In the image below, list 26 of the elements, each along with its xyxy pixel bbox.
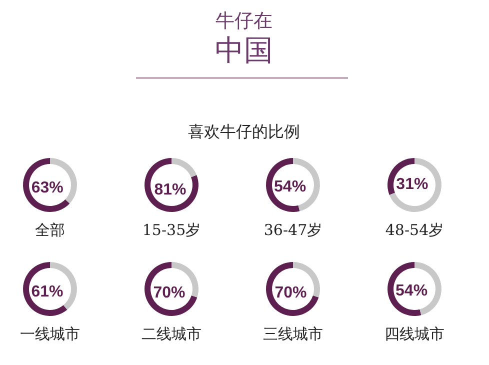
data-label: 54% bbox=[274, 178, 306, 196]
text: 全部 bbox=[35, 221, 65, 239]
donut-slice bbox=[144, 262, 198, 316]
data-label: 61% bbox=[31, 283, 64, 300]
text: 36-47岁 bbox=[264, 221, 322, 239]
donut-slice bbox=[23, 158, 70, 212]
data-label: 31% bbox=[396, 176, 428, 193]
text: 三线城市 bbox=[263, 325, 323, 343]
donut-slice bbox=[172, 158, 197, 178]
text: 48-54岁 bbox=[385, 221, 444, 239]
donut-slice bbox=[23, 262, 68, 316]
text: 中国 bbox=[215, 33, 273, 67]
data-label: 54% bbox=[396, 282, 428, 300]
text: 牛仔在 bbox=[216, 10, 272, 32]
text: 四线城市 bbox=[384, 325, 444, 343]
data-label: 70% bbox=[274, 284, 307, 302]
text: 喜欢牛仔的比例 bbox=[188, 122, 300, 141]
data-label: 70% bbox=[153, 284, 186, 302]
text: 二线城市 bbox=[142, 325, 202, 343]
data-label: 63% bbox=[31, 180, 64, 197]
text: 15-35岁 bbox=[142, 221, 201, 239]
donut-slice bbox=[266, 262, 319, 316]
donut-slice bbox=[389, 158, 442, 212]
donut-slice bbox=[144, 158, 198, 212]
data-label: 81% bbox=[154, 181, 186, 198]
text: 一线城市 bbox=[20, 325, 80, 343]
